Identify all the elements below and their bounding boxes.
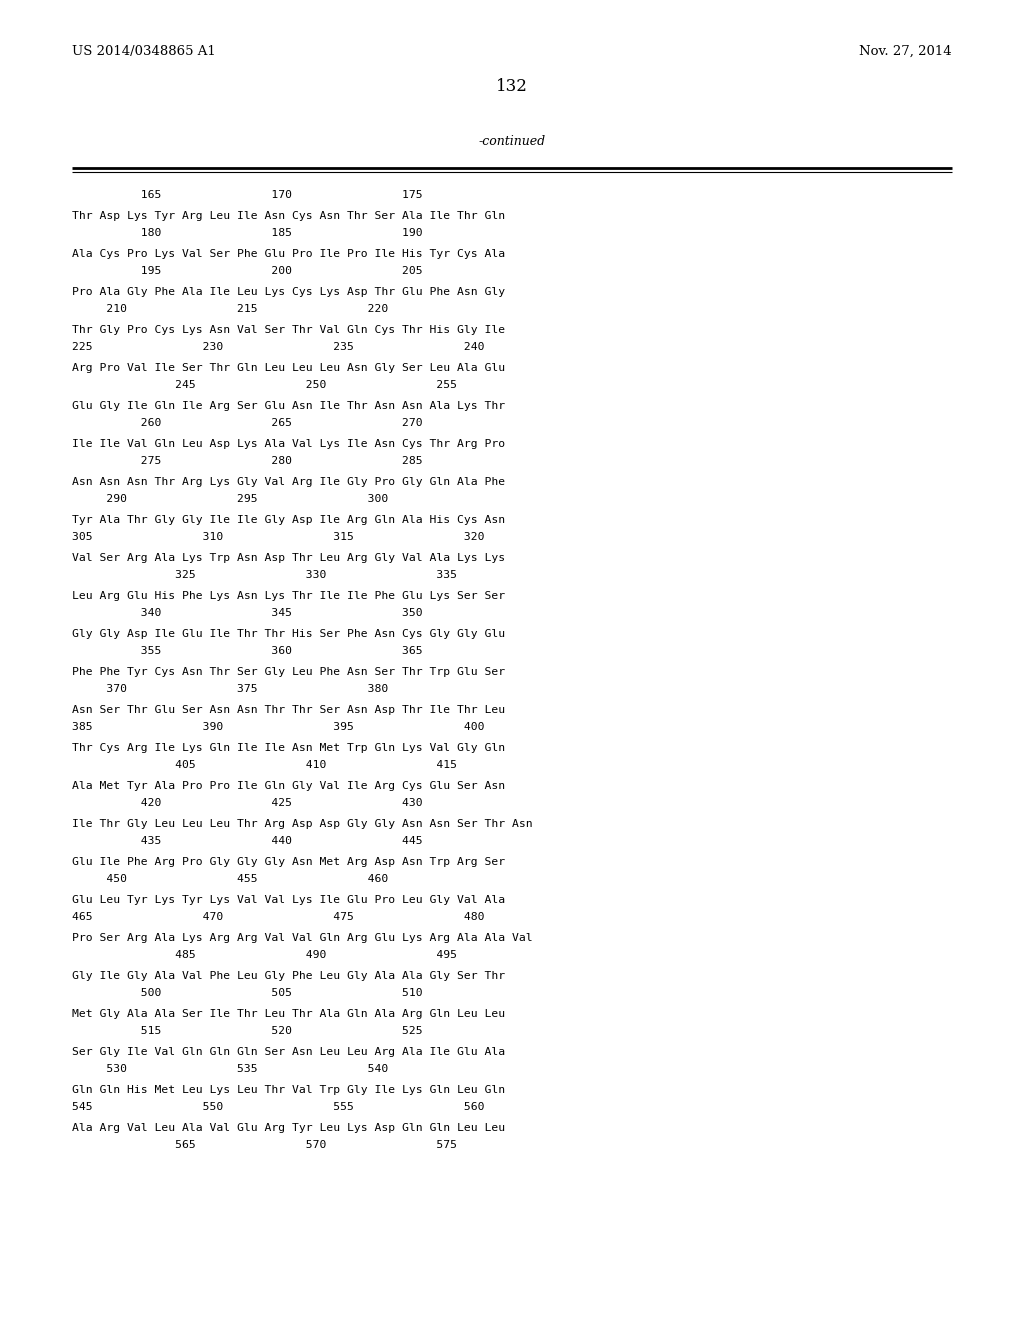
Text: Phe Phe Tyr Cys Asn Thr Ser Gly Leu Phe Asn Ser Thr Trp Glu Ser: Phe Phe Tyr Cys Asn Thr Ser Gly Leu Phe … (72, 667, 505, 677)
Text: 435                440                445: 435 440 445 (72, 836, 423, 846)
Text: Asn Ser Thr Glu Ser Asn Asn Thr Thr Ser Asn Asp Thr Ile Thr Leu: Asn Ser Thr Glu Ser Asn Asn Thr Thr Ser … (72, 705, 505, 715)
Text: Glu Ile Phe Arg Pro Gly Gly Gly Asn Met Arg Asp Asn Trp Arg Ser: Glu Ile Phe Arg Pro Gly Gly Gly Asn Met … (72, 857, 505, 867)
Text: 545                550                555                560: 545 550 555 560 (72, 1102, 484, 1111)
Text: Ala Arg Val Leu Ala Val Glu Arg Tyr Leu Lys Asp Gln Gln Leu Leu: Ala Arg Val Leu Ala Val Glu Arg Tyr Leu … (72, 1123, 505, 1133)
Text: 132: 132 (496, 78, 528, 95)
Text: Tyr Ala Thr Gly Gly Ile Ile Gly Asp Ile Arg Gln Ala His Cys Asn: Tyr Ala Thr Gly Gly Ile Ile Gly Asp Ile … (72, 515, 505, 525)
Text: 340                345                350: 340 345 350 (72, 609, 423, 618)
Text: 165                170                175: 165 170 175 (72, 190, 423, 201)
Text: Glu Gly Ile Gln Ile Arg Ser Glu Asn Ile Thr Asn Asn Ala Lys Thr: Glu Gly Ile Gln Ile Arg Ser Glu Asn Ile … (72, 401, 505, 411)
Text: Ile Ile Val Gln Leu Asp Lys Ala Val Lys Ile Asn Cys Thr Arg Pro: Ile Ile Val Gln Leu Asp Lys Ala Val Lys … (72, 440, 505, 449)
Text: Leu Arg Glu His Phe Lys Asn Lys Thr Ile Ile Phe Glu Lys Ser Ser: Leu Arg Glu His Phe Lys Asn Lys Thr Ile … (72, 591, 505, 601)
Text: Val Ser Arg Ala Lys Trp Asn Asp Thr Leu Arg Gly Val Ala Lys Lys: Val Ser Arg Ala Lys Trp Asn Asp Thr Leu … (72, 553, 505, 564)
Text: 245                250                255: 245 250 255 (72, 380, 457, 389)
Text: 515                520                525: 515 520 525 (72, 1026, 423, 1036)
Text: 530                535                540: 530 535 540 (72, 1064, 388, 1074)
Text: Ser Gly Ile Val Gln Gln Gln Ser Asn Leu Leu Arg Ala Ile Glu Ala: Ser Gly Ile Val Gln Gln Gln Ser Asn Leu … (72, 1047, 505, 1057)
Text: Gln Gln His Met Leu Lys Leu Thr Val Trp Gly Ile Lys Gln Leu Gln: Gln Gln His Met Leu Lys Leu Thr Val Trp … (72, 1085, 505, 1096)
Text: Thr Asp Lys Tyr Arg Leu Ile Asn Cys Asn Thr Ser Ala Ile Thr Gln: Thr Asp Lys Tyr Arg Leu Ile Asn Cys Asn … (72, 211, 505, 220)
Text: Pro Ala Gly Phe Ala Ile Leu Lys Cys Lys Asp Thr Glu Phe Asn Gly: Pro Ala Gly Phe Ala Ile Leu Lys Cys Lys … (72, 286, 505, 297)
Text: 275                280                285: 275 280 285 (72, 455, 423, 466)
Text: 195                200                205: 195 200 205 (72, 267, 423, 276)
Text: Nov. 27, 2014: Nov. 27, 2014 (859, 45, 952, 58)
Text: 500                505                510: 500 505 510 (72, 987, 423, 998)
Text: Pro Ser Arg Ala Lys Arg Arg Val Val Gln Arg Glu Lys Arg Ala Ala Val: Pro Ser Arg Ala Lys Arg Arg Val Val Gln … (72, 933, 532, 942)
Text: 225                230                235                240: 225 230 235 240 (72, 342, 484, 352)
Text: Ile Thr Gly Leu Leu Leu Thr Arg Asp Asp Gly Gly Asn Asn Ser Thr Asn: Ile Thr Gly Leu Leu Leu Thr Arg Asp Asp … (72, 818, 532, 829)
Text: Ala Cys Pro Lys Val Ser Phe Glu Pro Ile Pro Ile His Tyr Cys Ala: Ala Cys Pro Lys Val Ser Phe Glu Pro Ile … (72, 249, 505, 259)
Text: Asn Asn Asn Thr Arg Lys Gly Val Arg Ile Gly Pro Gly Gln Ala Phe: Asn Asn Asn Thr Arg Lys Gly Val Arg Ile … (72, 477, 505, 487)
Text: Arg Pro Val Ile Ser Thr Gln Leu Leu Leu Asn Gly Ser Leu Ala Glu: Arg Pro Val Ile Ser Thr Gln Leu Leu Leu … (72, 363, 505, 374)
Text: Gly Gly Asp Ile Glu Ile Thr Thr His Ser Phe Asn Cys Gly Gly Glu: Gly Gly Asp Ile Glu Ile Thr Thr His Ser … (72, 630, 505, 639)
Text: 465                470                475                480: 465 470 475 480 (72, 912, 484, 921)
Text: 450                455                460: 450 455 460 (72, 874, 388, 884)
Text: Glu Leu Tyr Lys Tyr Lys Val Val Lys Ile Glu Pro Leu Gly Val Ala: Glu Leu Tyr Lys Tyr Lys Val Val Lys Ile … (72, 895, 505, 906)
Text: 355                360                365: 355 360 365 (72, 645, 423, 656)
Text: 370                375                380: 370 375 380 (72, 684, 388, 694)
Text: Ala Met Tyr Ala Pro Pro Ile Gln Gly Val Ile Arg Cys Glu Ser Asn: Ala Met Tyr Ala Pro Pro Ile Gln Gly Val … (72, 781, 505, 791)
Text: 565                570                575: 565 570 575 (72, 1140, 457, 1150)
Text: -continued: -continued (478, 135, 546, 148)
Text: Thr Gly Pro Cys Lys Asn Val Ser Thr Val Gln Cys Thr His Gly Ile: Thr Gly Pro Cys Lys Asn Val Ser Thr Val … (72, 325, 505, 335)
Text: 325                330                335: 325 330 335 (72, 570, 457, 579)
Text: Thr Cys Arg Ile Lys Gln Ile Ile Asn Met Trp Gln Lys Val Gly Gln: Thr Cys Arg Ile Lys Gln Ile Ile Asn Met … (72, 743, 505, 752)
Text: 290                295                300: 290 295 300 (72, 494, 388, 504)
Text: 385                390                395                400: 385 390 395 400 (72, 722, 484, 733)
Text: 485                490                495: 485 490 495 (72, 950, 457, 960)
Text: 420                425                430: 420 425 430 (72, 799, 423, 808)
Text: 305                310                315                320: 305 310 315 320 (72, 532, 484, 543)
Text: Gly Ile Gly Ala Val Phe Leu Gly Phe Leu Gly Ala Ala Gly Ser Thr: Gly Ile Gly Ala Val Phe Leu Gly Phe Leu … (72, 972, 505, 981)
Text: 180                185                190: 180 185 190 (72, 228, 423, 238)
Text: 260                265                270: 260 265 270 (72, 418, 423, 428)
Text: 210                215                220: 210 215 220 (72, 304, 388, 314)
Text: 405                410                415: 405 410 415 (72, 760, 457, 770)
Text: Met Gly Ala Ala Ser Ile Thr Leu Thr Ala Gln Ala Arg Gln Leu Leu: Met Gly Ala Ala Ser Ile Thr Leu Thr Ala … (72, 1008, 505, 1019)
Text: US 2014/0348865 A1: US 2014/0348865 A1 (72, 45, 216, 58)
